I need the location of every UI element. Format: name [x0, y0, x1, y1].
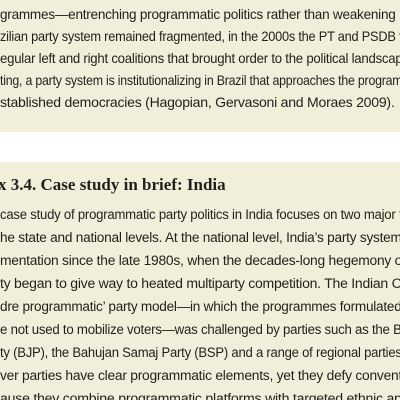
text-line: grammes—entrenching programmatic politic… [0, 6, 400, 22]
section-divider [0, 132, 400, 162]
text-line: zilian party system remained fragmented,… [0, 28, 400, 44]
text-line: stablished democracies (Hagopian, Gervas… [0, 94, 395, 110]
text-line: mentation since the late 1980s, when the… [0, 253, 400, 269]
text-line: dre programmatic’ party model—in which t… [0, 299, 400, 315]
box-title: x 3.4. Case study in brief: India [0, 175, 226, 194]
preceding-text-block: grammes—entrenching programmatic politic… [0, 0, 400, 117]
case-study-box [0, 162, 400, 400]
text-line: ty began to give way to heated multipart… [0, 276, 400, 292]
text-line: case study of programmatic party politic… [0, 207, 400, 223]
text-line: he state and national levels. At the nat… [0, 230, 400, 246]
text-line: ting, a party system is institutionalizi… [0, 72, 400, 88]
text-line: ver parties have clear programmatic elem… [0, 368, 400, 384]
text-line: egular left and right coalitions that br… [0, 50, 400, 66]
text-line: ause they combine programmatic platforms… [0, 391, 400, 400]
text-line: ty (BJP), the Bahujan Samaj Party (BSP) … [0, 345, 400, 361]
text-line: e not used to mobilize voters—was challe… [0, 322, 400, 338]
